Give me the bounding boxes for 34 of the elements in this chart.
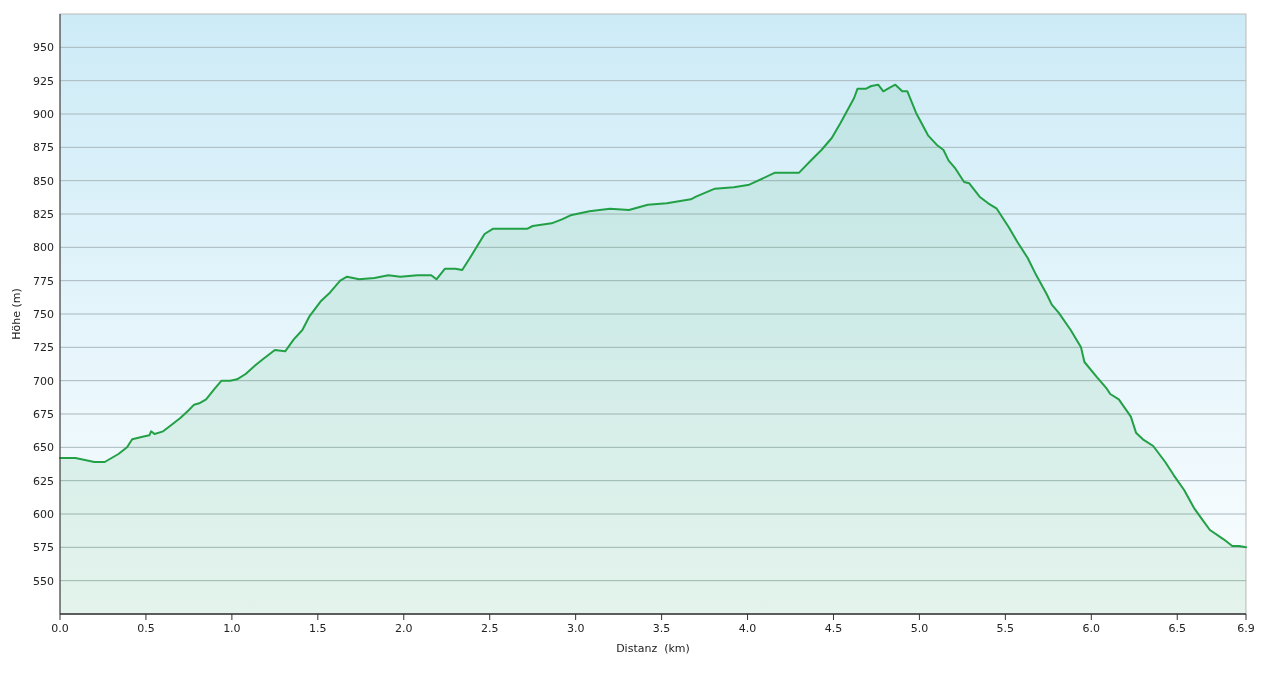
y-tick-label: 800 bbox=[33, 241, 54, 255]
x-tick-label: 4.0 bbox=[738, 622, 757, 635]
y-tick-label: 675 bbox=[33, 407, 54, 421]
x-tick-label: 0.0 bbox=[51, 622, 69, 635]
y-tick-label: 600 bbox=[33, 507, 54, 521]
y-tick-label: 900 bbox=[33, 107, 54, 121]
y-tick-label: 925 bbox=[33, 74, 54, 88]
y-tick-label: 550 bbox=[33, 574, 54, 588]
y-tick-label: 775 bbox=[33, 274, 54, 288]
x-tick-label: 5.0 bbox=[910, 622, 929, 635]
x-tick-label: 2.5 bbox=[480, 622, 499, 635]
x-tick-label: 6.9 bbox=[1237, 622, 1255, 635]
y-tick-label: 650 bbox=[33, 441, 54, 455]
x-tick-label: 5.5 bbox=[996, 622, 1015, 635]
y-tick-label: 875 bbox=[33, 141, 54, 155]
x-tick-label: 3.0 bbox=[566, 622, 585, 635]
x-tick-label: 4.5 bbox=[824, 622, 843, 635]
x-tick-label: 0.5 bbox=[137, 622, 155, 635]
x-tick-label: 3.5 bbox=[652, 622, 671, 635]
x-tick-label: 6.0 bbox=[1082, 622, 1101, 635]
y-tick-label: 725 bbox=[33, 341, 54, 355]
y-tick-label: 850 bbox=[33, 174, 54, 188]
x-tick-label: 1.5 bbox=[309, 622, 327, 635]
y-tick-label: 750 bbox=[33, 307, 54, 321]
y-tick-label: 700 bbox=[33, 374, 54, 388]
x-tick-label: 6.5 bbox=[1168, 622, 1186, 635]
y-tick-label: 575 bbox=[33, 541, 54, 555]
x-axis-title: Distanz (km) bbox=[616, 642, 690, 655]
x-tick-label: 1.0 bbox=[223, 622, 241, 635]
y-tick-label: 625 bbox=[33, 474, 54, 488]
y-axis-title: Höhe (m) bbox=[10, 288, 23, 340]
x-tick-label: 2.0 bbox=[395, 622, 413, 635]
y-tick-label: 950 bbox=[33, 41, 54, 55]
y-tick-label: 825 bbox=[33, 207, 54, 221]
